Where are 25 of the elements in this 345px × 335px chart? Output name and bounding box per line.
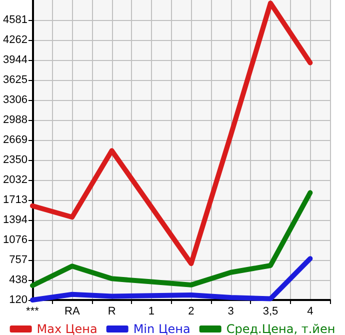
x-tick-label: 3,5: [262, 306, 278, 318]
y-tick-label: 3306: [2, 94, 28, 106]
x-tick-label: 3: [228, 306, 234, 318]
y-tick-label: 2988: [2, 114, 28, 126]
y-tick-label: 2032: [2, 174, 28, 186]
legend-label: Min Цена: [133, 322, 190, 335]
y-tick-label: 2350: [2, 154, 28, 166]
legend-label: Max Цена: [36, 322, 98, 335]
y-tick-label: 438: [9, 274, 28, 286]
x-tick-label: RA: [64, 306, 80, 318]
y-tick-label: 757: [9, 254, 28, 266]
y-tick-label: 2669: [2, 134, 28, 146]
y-tick-label: 4581: [2, 14, 28, 26]
y-tick-label: 3625: [2, 74, 28, 86]
x-tick-label: R: [108, 306, 116, 318]
y-tick-label: 4262: [2, 34, 28, 46]
y-tick-label: 120: [9, 294, 28, 306]
y-tick-label: 1394: [2, 214, 28, 226]
y-tick-label: 1076: [2, 234, 28, 246]
x-tick-label: 1: [148, 306, 155, 318]
x-tick-label: 2: [188, 306, 194, 318]
y-tick-label: 3944: [2, 54, 28, 66]
x-tick-label: 4: [307, 306, 314, 318]
x-tick-label: ***: [26, 306, 40, 318]
y-tick-label: 1713: [2, 194, 28, 206]
